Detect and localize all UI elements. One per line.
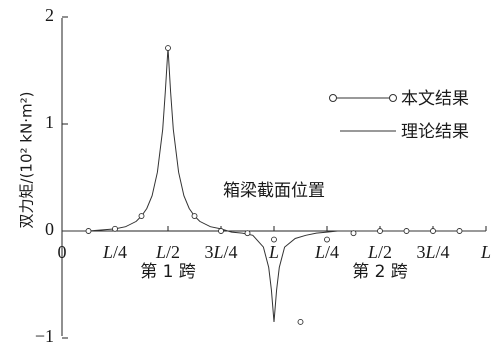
x-tick-label-origin: 0 — [58, 242, 67, 262]
legend-label-fem: 本文结果 — [401, 89, 469, 109]
data-point-fem — [244, 230, 251, 237]
y-tick-label: −1 — [35, 326, 54, 345]
data-point-fem — [456, 228, 463, 234]
y-axis-label: 双力矩/(10² kN·m²) — [18, 92, 36, 229]
series-line-theory — [62, 47, 486, 322]
data-point-fem — [85, 228, 92, 234]
y-tick-label: 2 — [45, 5, 54, 25]
span-2-label: 第 2 跨 — [352, 262, 408, 282]
data-point-fem — [297, 319, 304, 325]
x-tick-label: L/4 — [102, 242, 127, 262]
data-point-fem — [350, 230, 357, 237]
span-1-label: 第 1 跨 — [140, 262, 196, 282]
legend-circle-marker-left — [329, 94, 337, 102]
data-point-fem — [112, 225, 118, 232]
data-point-fem — [191, 213, 198, 219]
data-point-fem — [165, 45, 171, 51]
data-point-fem — [324, 236, 330, 243]
x-tick-label: L/4 — [314, 242, 339, 262]
x-tick-label: 3L/4 — [204, 242, 237, 262]
data-point-fem — [138, 213, 145, 219]
legend: 本文结果 理论结果 — [329, 89, 469, 142]
data-point-fem — [218, 228, 224, 234]
legend-circle-marker-right — [389, 94, 397, 102]
x-tick-label: 3L/4 — [416, 242, 449, 262]
y-axis-ticks: 2 1 0 −1 — [35, 5, 68, 345]
y-tick-label: 0 — [45, 219, 54, 239]
x-tick-label: L — [268, 242, 279, 262]
x-axis-ticks: 0 L/4 L/2 3L/4 L L/4 L/2 3L/4 L — [58, 226, 491, 262]
data-point-fem — [430, 228, 436, 234]
data-point-fem — [377, 228, 383, 234]
x-tick-label: L/2 — [367, 242, 392, 262]
plot-area — [62, 45, 486, 325]
x-tick-label: L/2 — [155, 242, 180, 262]
data-point-fem — [403, 228, 410, 234]
data-point-fem — [271, 236, 277, 243]
x-tick-label: L — [480, 242, 491, 262]
y-axis-title: 双力矩/(10² kN·m²) — [18, 92, 36, 229]
y-tick-label: 1 — [45, 112, 54, 132]
x-axis-title: 箱梁截面位置 — [223, 181, 325, 201]
legend-label-theory: 理论结果 — [401, 122, 469, 142]
